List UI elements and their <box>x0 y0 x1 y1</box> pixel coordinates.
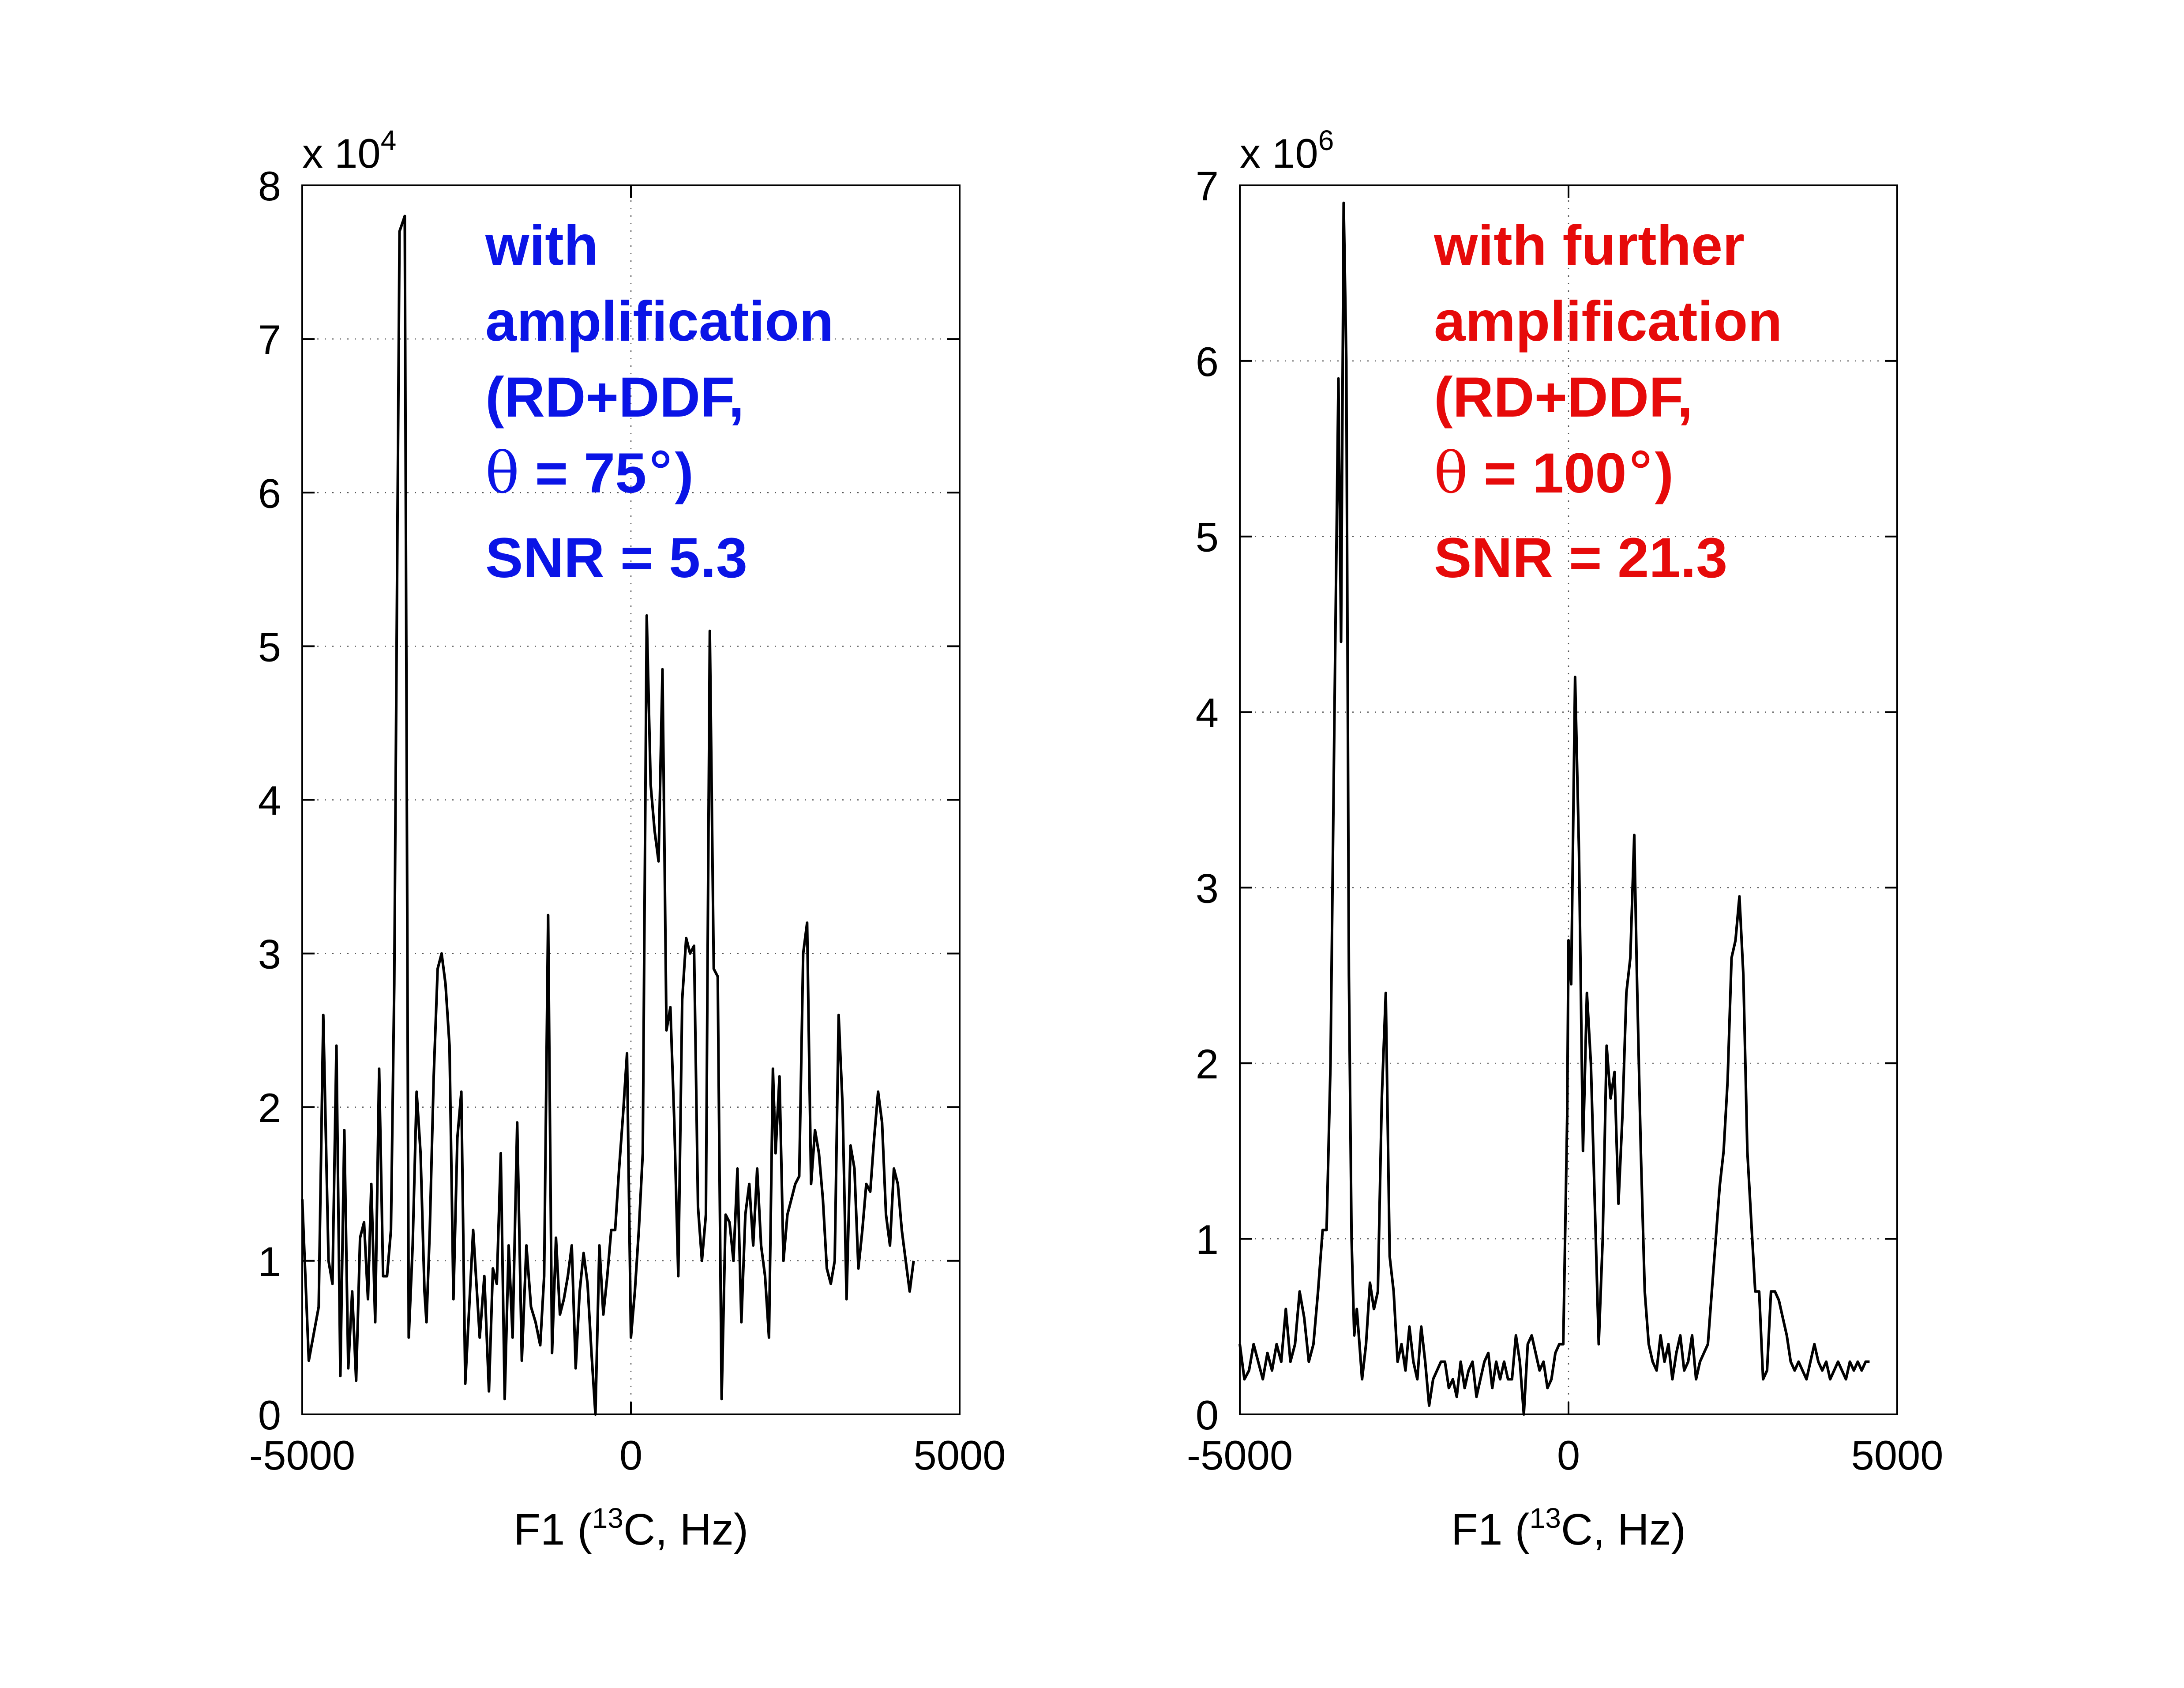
left-ytick-label-7: 7 <box>258 316 281 363</box>
left-annotation: with amplification (RD+DDF, θ = 75°) SNR… <box>485 214 833 590</box>
right-x-axis-label: F1 (13C, Hz) <box>1451 1502 1686 1554</box>
left-ytick-label-4: 4 <box>258 778 281 824</box>
left-annotation-line-2: amplification <box>485 290 833 353</box>
left-series <box>301 214 915 1416</box>
right-xtick-label-0: -5000 <box>1187 1432 1293 1478</box>
left-x-axis-label: F1 (13C, Hz) <box>514 1502 748 1554</box>
right-ytick-label-2: 2 <box>1196 1041 1219 1087</box>
left-spectrum-line <box>301 214 915 1416</box>
left-ytick-label-1: 1 <box>258 1238 281 1285</box>
left-ytick-label-2: 2 <box>258 1085 281 1131</box>
left-annotation-line-1: with <box>485 214 598 277</box>
left-xtick-label-1: 0 <box>619 1432 642 1478</box>
right-annotation-line-2: amplification <box>1434 290 1782 353</box>
left-exponent-label: x 104 <box>302 124 396 177</box>
left-ytick-label-0: 0 <box>258 1392 281 1438</box>
right-spectrum-line <box>1238 201 1870 1416</box>
right-series <box>1238 201 1870 1416</box>
right-annotation-snr: SNR = 21.3 <box>1434 526 1727 590</box>
right-ytick-label-7: 7 <box>1196 163 1219 209</box>
right-annotation-line-3: (RD+DDF, <box>1434 366 1693 429</box>
right-ytick-label-0: 0 <box>1196 1392 1219 1438</box>
right-annotation-theta-line: θ = 100°) <box>1434 440 1674 506</box>
right-xtick-label-2: 5000 <box>1851 1432 1943 1478</box>
right-ytick-label-6: 6 <box>1196 338 1219 385</box>
right-annotation-line-1: with further <box>1433 214 1745 277</box>
right-annotation: with further amplification (RD+DDF, θ = … <box>1433 214 1782 590</box>
left-xtick-label-0: -5000 <box>249 1432 355 1478</box>
left-annotation-line-3: (RD+DDF, <box>485 366 744 429</box>
right-grid <box>1240 185 1897 1414</box>
right-ytick-label-5: 5 <box>1196 514 1219 560</box>
right-xtick-label-1: 0 <box>1557 1432 1580 1478</box>
left-xtick-label-2: 5000 <box>913 1432 1006 1478</box>
right-ytick-label-4: 4 <box>1196 690 1219 736</box>
right-ytick-label-3: 3 <box>1196 865 1219 911</box>
right-ytick-label-1: 1 <box>1196 1216 1219 1263</box>
left-annotation-theta-line: θ = 75°) <box>485 440 694 506</box>
left-grid <box>302 185 960 1414</box>
left-ytick-label-3: 3 <box>258 931 281 977</box>
left-ytick-label-8: 8 <box>258 163 281 209</box>
left-ytick-label-5: 5 <box>258 624 281 670</box>
left-ytick-label-6: 6 <box>258 470 281 516</box>
right-exponent-label: x 106 <box>1240 124 1334 177</box>
left-annotation-snr: SNR = 5.3 <box>485 526 747 590</box>
